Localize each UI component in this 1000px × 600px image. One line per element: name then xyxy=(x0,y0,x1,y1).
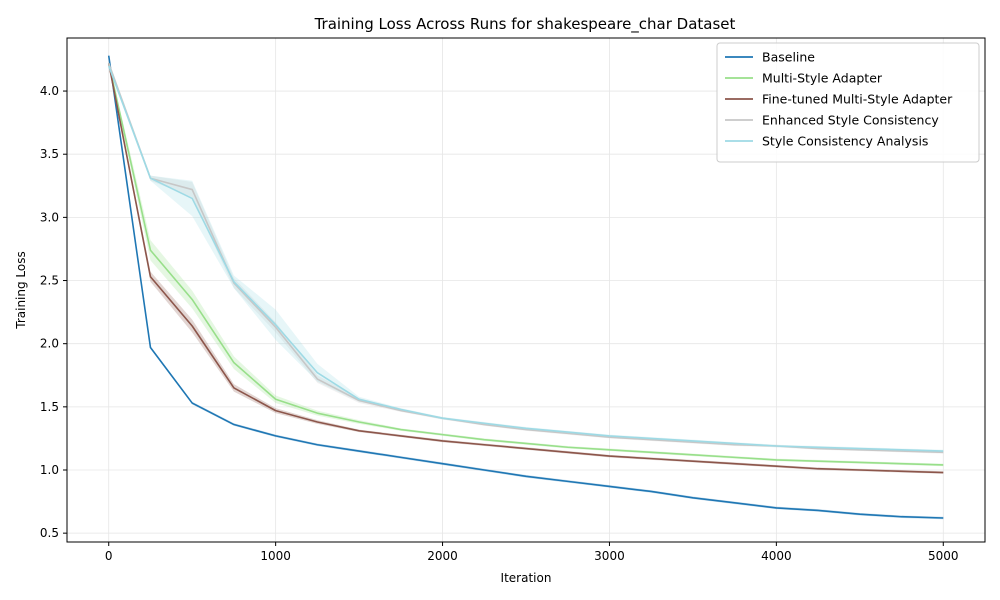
x-axis-label: Iteration xyxy=(501,571,552,585)
y-tick-label: 4.0 xyxy=(40,84,59,98)
legend-label-1: Multi-Style Adapter xyxy=(762,71,883,86)
plot-frame xyxy=(66,37,986,543)
series-lines xyxy=(107,55,944,519)
line-series-1 xyxy=(107,63,944,466)
line-series-0 xyxy=(107,55,944,519)
y-tick-label: 1.0 xyxy=(40,463,59,477)
legend-label-0: Baseline xyxy=(762,50,815,65)
x-tick-label: 0 xyxy=(105,549,113,563)
y-axis-ticks: 0.5 1.0 1.5 2.0 2.5 3.0 3.5 4.0 xyxy=(40,84,67,540)
y-tick-label: 3.0 xyxy=(40,210,59,224)
x-tick-label: 3000 xyxy=(594,549,625,563)
y-tick-label: 0.5 xyxy=(40,526,59,540)
x-tick-label: 2000 xyxy=(427,549,458,563)
legend: Baseline Multi-Style Adapter Fine-tuned Mu… xyxy=(716,42,980,163)
x-axis-ticks: 0 1000 2000 3000 4000 5000 xyxy=(105,542,959,563)
y-tick-label: 2.5 xyxy=(40,274,59,288)
chart-title: Training Loss Across Runs for shakespear… xyxy=(314,15,736,34)
legend-label-4: Style Consistency Analysis xyxy=(762,134,928,149)
line-series-3 xyxy=(107,62,944,454)
legend-label-3: Enhanced Style Consistency xyxy=(762,113,939,128)
y-tick-label: 3.5 xyxy=(40,147,59,161)
x-tick-label: 4000 xyxy=(761,549,792,563)
y-axis-label: Training Loss xyxy=(14,251,28,329)
legend-box xyxy=(716,42,980,163)
x-tick-label: 1000 xyxy=(260,549,291,563)
line-series-2 xyxy=(107,63,944,474)
x-tick-label: 5000 xyxy=(928,549,959,563)
y-tick-label: 1.5 xyxy=(40,400,59,414)
line-series-4 xyxy=(107,65,944,452)
y-tick-label: 2.0 xyxy=(40,337,59,351)
legend-label-2: Fine-tuned Multi-Style Adapter xyxy=(762,92,953,107)
